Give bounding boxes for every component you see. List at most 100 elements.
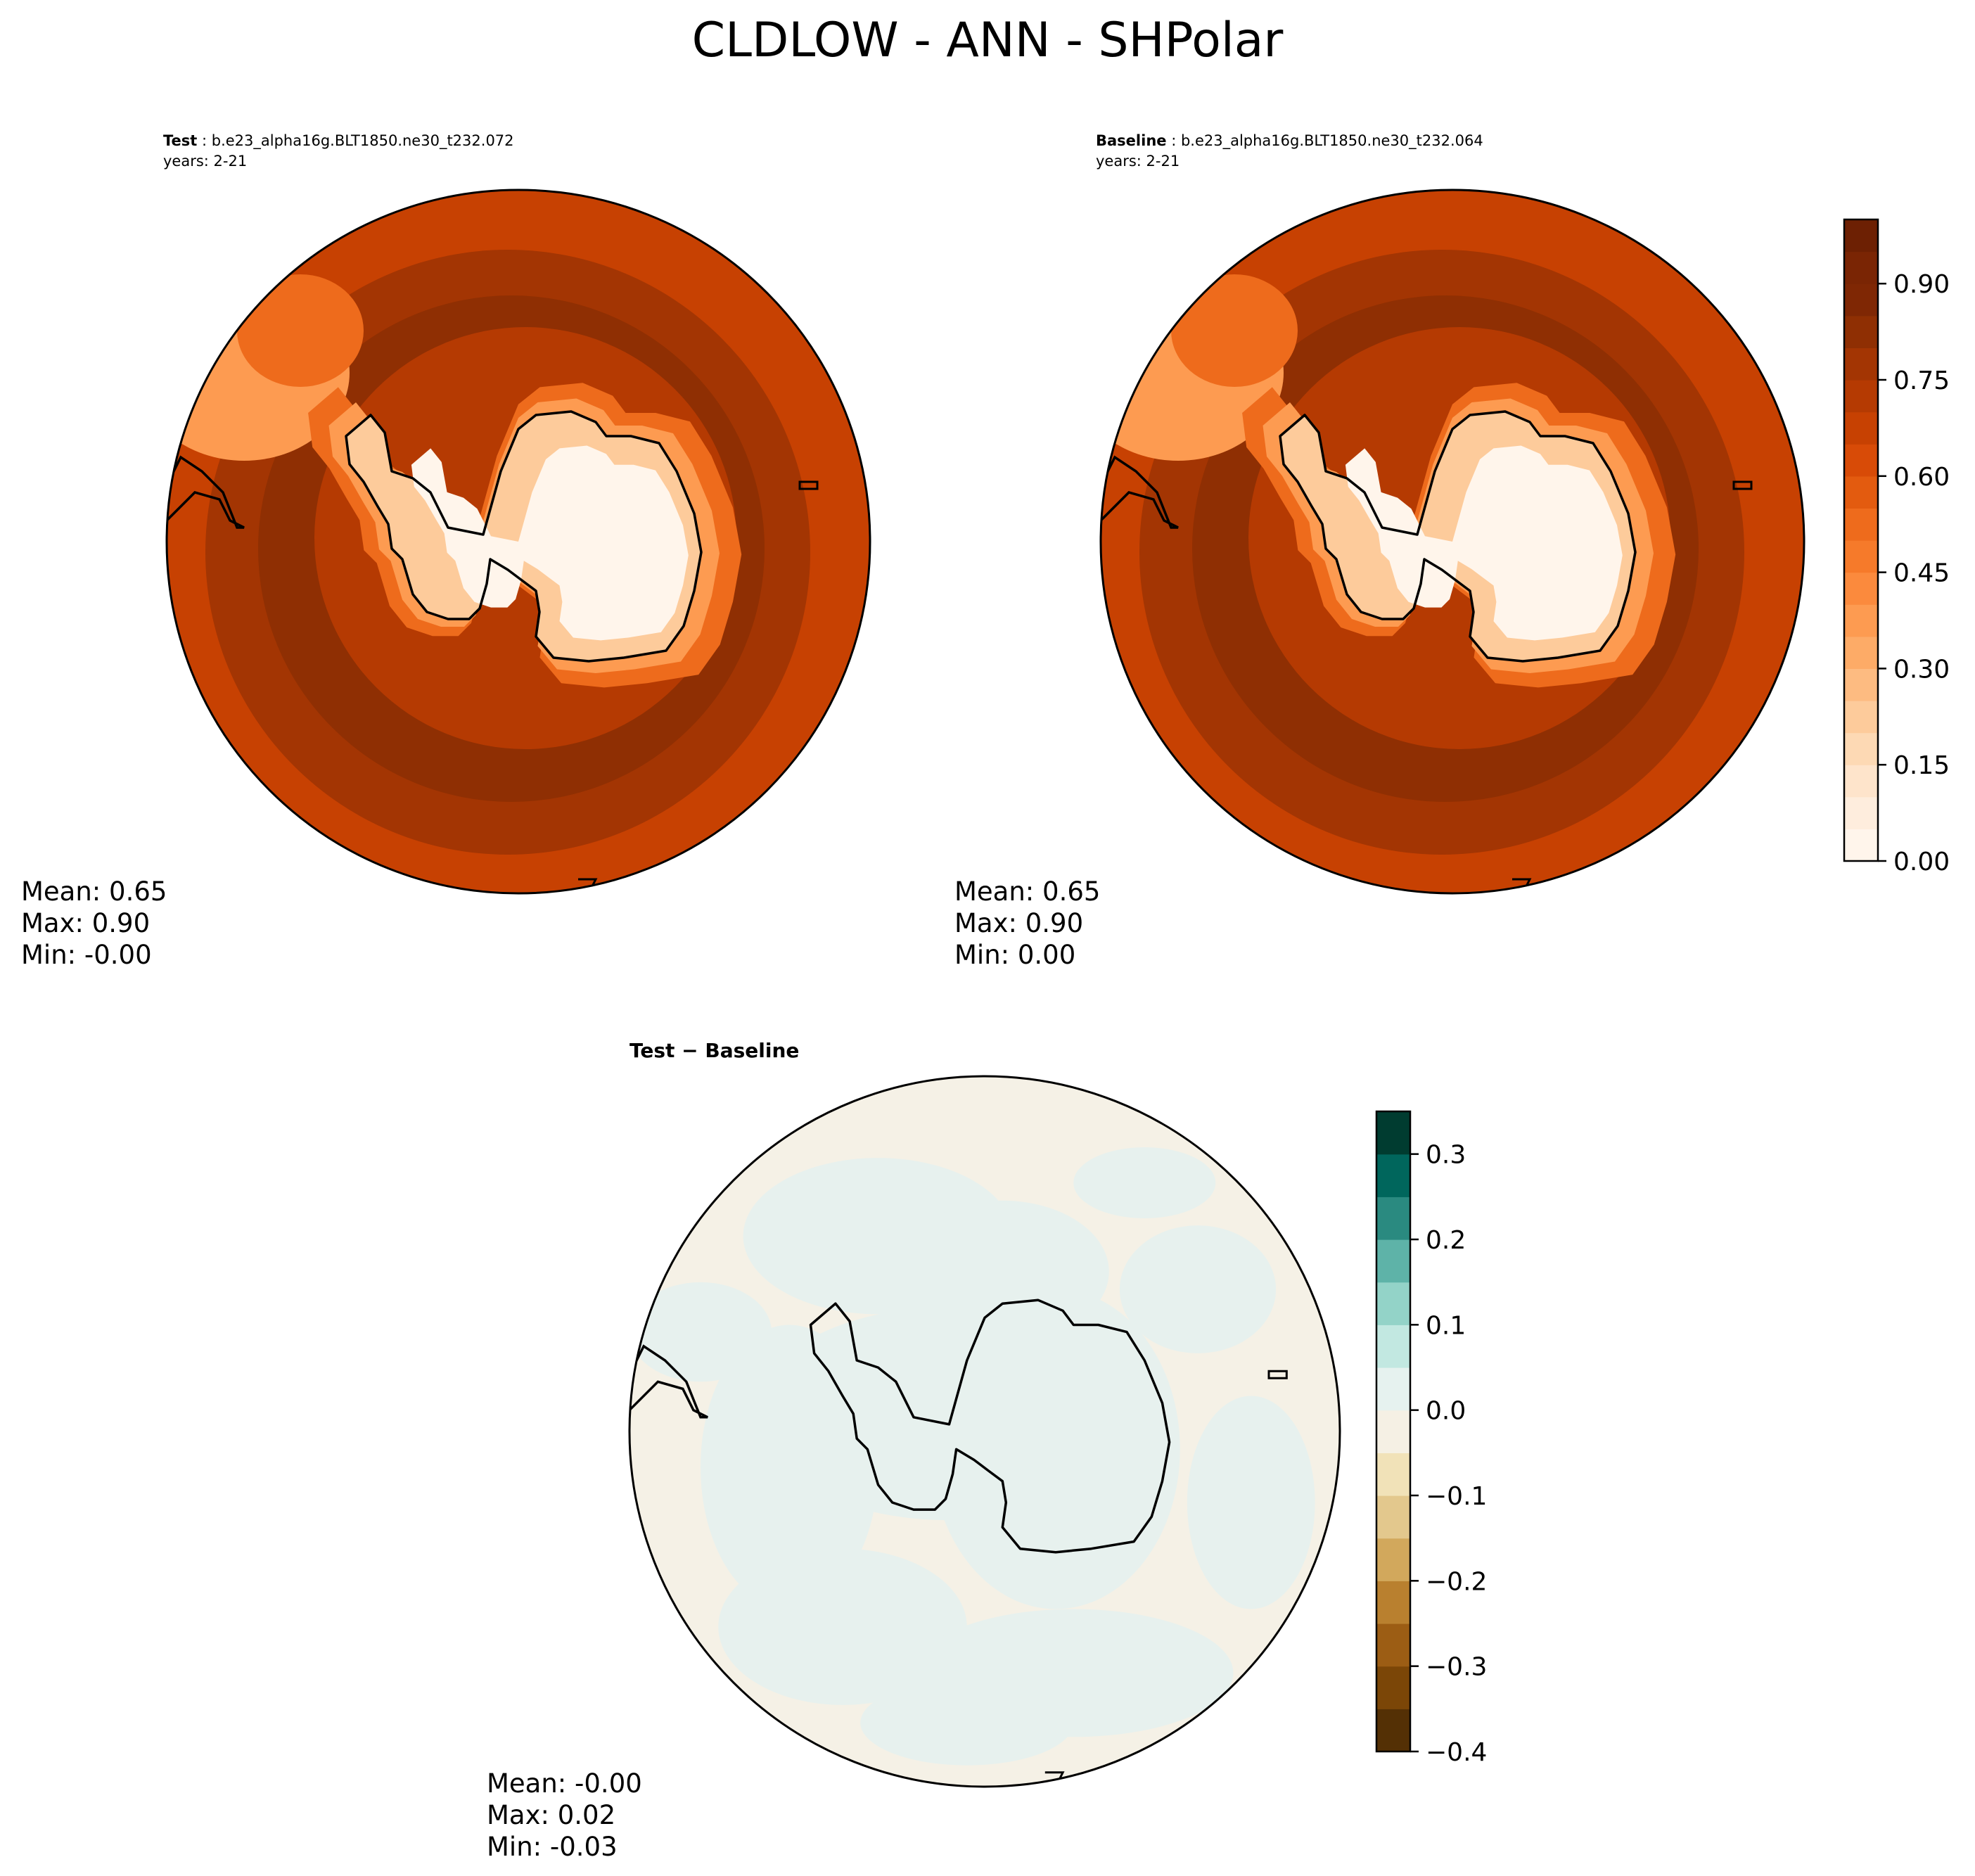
colorbar-top-tick-label-7: 0.90 [1893, 270, 1950, 299]
colorbar-top-swatch-19 [1844, 251, 1878, 284]
stat-diff-min: Min: -0.03 [487, 1832, 618, 1862]
stat-baseline-max: Max: 0.90 [954, 908, 1083, 938]
test-island-coastline [798, 480, 819, 490]
colorbar-bottom-swatch-10 [1376, 1325, 1410, 1368]
colorbar-top-swatch-10 [1844, 540, 1878, 573]
colorbar-bottom-swatch-5 [1376, 1538, 1410, 1581]
colorbar-bottom-swatch-11 [1376, 1282, 1410, 1325]
colorbar-top-swatch-8 [1844, 604, 1878, 637]
colorbar-top-frame [1843, 218, 1879, 862]
colorbar-top-swatch-5 [1844, 701, 1878, 734]
panel-test: Test : b.e23_alpha16g.BLT1850.ne30_t232.… [21, 132, 871, 970]
panel-baseline: Baseline : b.e23_alpha16g.BLT1850.ne30_t… [954, 132, 1950, 970]
colorbar-bottom-swatch-13 [1376, 1197, 1410, 1240]
diff-south-america-coastline [629, 1344, 708, 1419]
colorbar-top-swatch-3 [1844, 765, 1878, 798]
colorbar-bottom-swatch-12 [1376, 1239, 1410, 1283]
baseline-boundary [1099, 189, 1805, 895]
colorbar-bottom-swatch-1 [1376, 1709, 1410, 1752]
baseline-island-coastline [1732, 480, 1753, 490]
colorbar-bottom: 0.3 0.2 0.1 0.0 −0.1 −0.2 −0.3 −0.4 [1375, 1110, 1487, 1767]
colorbar-bottom-swatch-15 [1376, 1111, 1410, 1155]
colorbar-bottom-swatch-4 [1376, 1581, 1410, 1624]
stat-baseline-min: Min: 0.00 [954, 940, 1075, 970]
map-baseline [1099, 189, 1805, 895]
panel-test-label: Test : b.e23_alpha16g.BLT1850.ne30_t232.… [163, 132, 514, 150]
colorbar-top-swatch-6 [1844, 668, 1878, 701]
test-ice-sheet [411, 445, 689, 641]
diff-positive-patch-4 [931, 1289, 1180, 1609]
colorbar-top-tick-label-2: 0.15 [1893, 751, 1950, 780]
colorbar-top-swatch-18 [1844, 283, 1878, 317]
colorbar-bottom-tick-label-7: −0.3 [1426, 1653, 1487, 1682]
panel-test-years: years: 2-21 [163, 153, 247, 170]
diff-positive-patch-8 [860, 1680, 1074, 1766]
colorbar-bottom-tick-label-5: −0.1 [1426, 1482, 1487, 1511]
colorbar-bottom-tick-label-4: 0.0 [1426, 1397, 1466, 1426]
baseline-ice-sheet [1345, 445, 1623, 641]
diff-positive-patch-11 [629, 1282, 772, 1382]
colorbar-top-tick-label-4: 0.45 [1893, 559, 1950, 588]
colorbar-bottom-tick-label-6: −0.2 [1426, 1567, 1487, 1596]
colorbar-top: 0.00 0.15 0.30 0.45 0.60 0.75 0.90 [1843, 218, 1950, 876]
map-test [165, 189, 871, 895]
colorbar-bottom-swatch-7 [1376, 1453, 1410, 1496]
stat-diff-mean: Mean: -0.00 [487, 1768, 642, 1799]
colorbar-top-tick-label-5: 0.60 [1893, 463, 1950, 492]
panel-baseline-years: years: 2-21 [1096, 153, 1180, 170]
diff-island-coastline [1267, 1370, 1288, 1379]
baseline-antarctica-coastline [1279, 410, 1637, 663]
test-pacific-mid [237, 274, 364, 387]
stat-baseline-mean: Mean: 0.65 [954, 876, 1100, 907]
colorbar-bottom-swatch-3 [1376, 1623, 1410, 1667]
colorbar-top-swatch-15 [1844, 380, 1878, 413]
test-south-america-coastline [167, 455, 245, 529]
panel-diff: Test − Baseline Mean: -0.00 Max: 0.02 Mi… [487, 1039, 1487, 1862]
stat-diff-max: Max: 0.02 [487, 1800, 615, 1830]
figure-title: CLDLOW - ANN - SHPolar [692, 13, 1284, 68]
stat-test-max: Max: 0.90 [21, 908, 150, 938]
colorbar-top-swatch-16 [1844, 347, 1878, 381]
colorbar-top-tick-label-3: 0.30 [1893, 655, 1950, 684]
baseline-pacific-mid [1171, 274, 1298, 387]
baseline-south-america-coastline [1101, 455, 1179, 529]
colorbar-bottom-swatch-9 [1376, 1367, 1410, 1411]
panel-baseline-label-rest: : b.e23_alpha16g.BLT1850.ne30_t232.064 [1167, 132, 1483, 150]
colorbar-top-tick-label-6: 0.75 [1893, 366, 1950, 395]
colorbar-top-swatch-14 [1844, 411, 1878, 445]
colorbar-bottom-swatch-8 [1376, 1410, 1410, 1453]
colorbar-bottom-tick-label-8: −0.4 [1426, 1738, 1487, 1767]
colorbar-top-tick-label-1: 0.00 [1893, 848, 1950, 876]
diff-positive-patch-9 [1119, 1225, 1277, 1353]
colorbar-top-swatch-2 [1844, 796, 1878, 829]
colorbar-bottom-swatch-14 [1376, 1154, 1410, 1197]
colorbar-top-swatch-20 [1844, 219, 1878, 253]
colorbar-bottom-tick-label-2: 0.2 [1426, 1226, 1466, 1255]
colorbar-top-swatch-17 [1844, 315, 1878, 348]
colorbar-top-swatch-12 [1844, 476, 1878, 509]
colorbar-top-swatch-7 [1844, 636, 1878, 669]
panel-test-label-bold: Test [163, 132, 197, 149]
diff-boundary [628, 1075, 1341, 1788]
colorbar-bottom-frame [1375, 1110, 1412, 1753]
stat-test-min: Min: -0.00 [21, 940, 152, 970]
colorbar-top-swatch-1 [1844, 829, 1878, 862]
panel-diff-label: Test − Baseline [629, 1039, 799, 1062]
stat-test-mean: Mean: 0.65 [21, 876, 167, 907]
panel-baseline-label-bold: Baseline [1096, 132, 1167, 149]
colorbar-bottom-tick-label-1: 0.3 [1426, 1141, 1466, 1170]
panel-test-label-rest: : b.e23_alpha16g.BLT1850.ne30_t232.072 [197, 132, 513, 150]
diff-antarctica-coastline [809, 1298, 1171, 1554]
colorbar-bottom-tick-label-3: 0.1 [1426, 1311, 1466, 1340]
test-antarctica-coastline [345, 410, 703, 663]
panel-baseline-label: Baseline : b.e23_alpha16g.BLT1850.ne30_t… [1096, 132, 1483, 150]
test-boundary [165, 189, 871, 895]
colorbar-top-swatch-13 [1844, 444, 1878, 477]
map-diff [628, 1075, 1341, 1788]
colorbar-bottom-swatch-2 [1376, 1666, 1410, 1709]
colorbar-top-swatch-4 [1844, 732, 1878, 765]
colorbar-top-swatch-9 [1844, 572, 1878, 605]
diff-positive-patch-10 [1187, 1396, 1315, 1609]
colorbar-bottom-swatch-6 [1376, 1495, 1410, 1539]
